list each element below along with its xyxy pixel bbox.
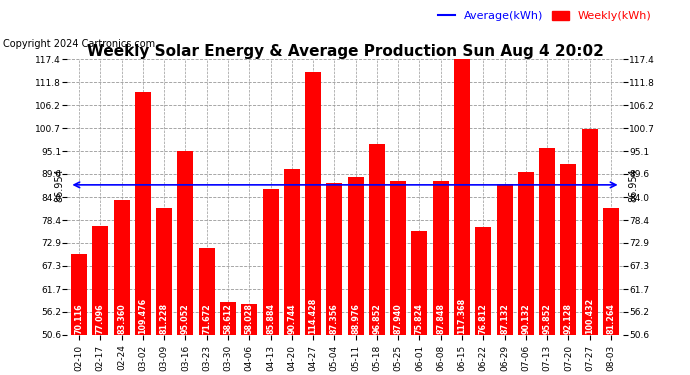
Text: 86.954: 86.954	[628, 168, 638, 202]
Bar	[114, 200, 130, 335]
Bar	[177, 152, 193, 335]
Text: 87.356: 87.356	[330, 303, 339, 334]
Bar	[582, 129, 598, 335]
Text: 92.128: 92.128	[564, 303, 573, 334]
Bar	[475, 227, 491, 335]
Text: 87.132: 87.132	[500, 303, 509, 334]
Bar	[433, 181, 448, 335]
Text: 86.954: 86.954	[54, 168, 64, 202]
Bar	[92, 225, 108, 335]
Bar	[560, 164, 576, 335]
Bar	[326, 183, 342, 335]
Bar	[241, 304, 257, 335]
Text: 100.432: 100.432	[585, 297, 594, 334]
Bar	[454, 59, 470, 335]
Bar	[348, 177, 364, 335]
Bar	[220, 302, 236, 335]
Text: 70.116: 70.116	[75, 303, 83, 334]
Text: 114.428: 114.428	[308, 297, 317, 334]
Text: 87.848: 87.848	[436, 303, 445, 334]
Text: 90.132: 90.132	[522, 303, 531, 334]
Text: 96.852: 96.852	[373, 303, 382, 334]
Text: 90.744: 90.744	[287, 303, 296, 334]
Text: 81.228: 81.228	[159, 303, 168, 334]
Legend: Average(kWh), Weekly(kWh): Average(kWh), Weekly(kWh)	[434, 7, 656, 26]
Text: 87.940: 87.940	[394, 303, 403, 334]
Bar	[156, 209, 172, 335]
Bar	[199, 248, 215, 335]
Text: 95.852: 95.852	[542, 303, 551, 334]
Text: 58.028: 58.028	[245, 303, 254, 334]
Text: 76.812: 76.812	[479, 303, 488, 334]
Text: 83.360: 83.360	[117, 303, 126, 334]
Bar	[369, 144, 385, 335]
Text: 75.824: 75.824	[415, 303, 424, 334]
Title: Weekly Solar Energy & Average Production Sun Aug 4 20:02: Weekly Solar Energy & Average Production…	[86, 44, 604, 59]
Text: Copyright 2024 Cartronics.com: Copyright 2024 Cartronics.com	[3, 39, 155, 50]
Bar	[539, 148, 555, 335]
Bar	[411, 231, 427, 335]
Text: 71.672: 71.672	[202, 303, 211, 334]
Text: 109.476: 109.476	[139, 297, 148, 334]
Text: 85.884: 85.884	[266, 303, 275, 334]
Bar	[518, 172, 534, 335]
Text: 58.612: 58.612	[224, 303, 233, 334]
Bar	[71, 254, 87, 335]
Text: 95.052: 95.052	[181, 303, 190, 334]
Text: 81.264: 81.264	[607, 303, 615, 334]
Bar	[263, 189, 279, 335]
Bar	[391, 181, 406, 335]
Text: 117.368: 117.368	[457, 297, 466, 334]
Text: 88.976: 88.976	[351, 303, 360, 334]
Text: 77.096: 77.096	[96, 303, 105, 334]
Bar	[497, 184, 513, 335]
Bar	[135, 92, 151, 335]
Bar	[603, 209, 619, 335]
Bar	[305, 72, 321, 335]
Bar	[284, 169, 299, 335]
